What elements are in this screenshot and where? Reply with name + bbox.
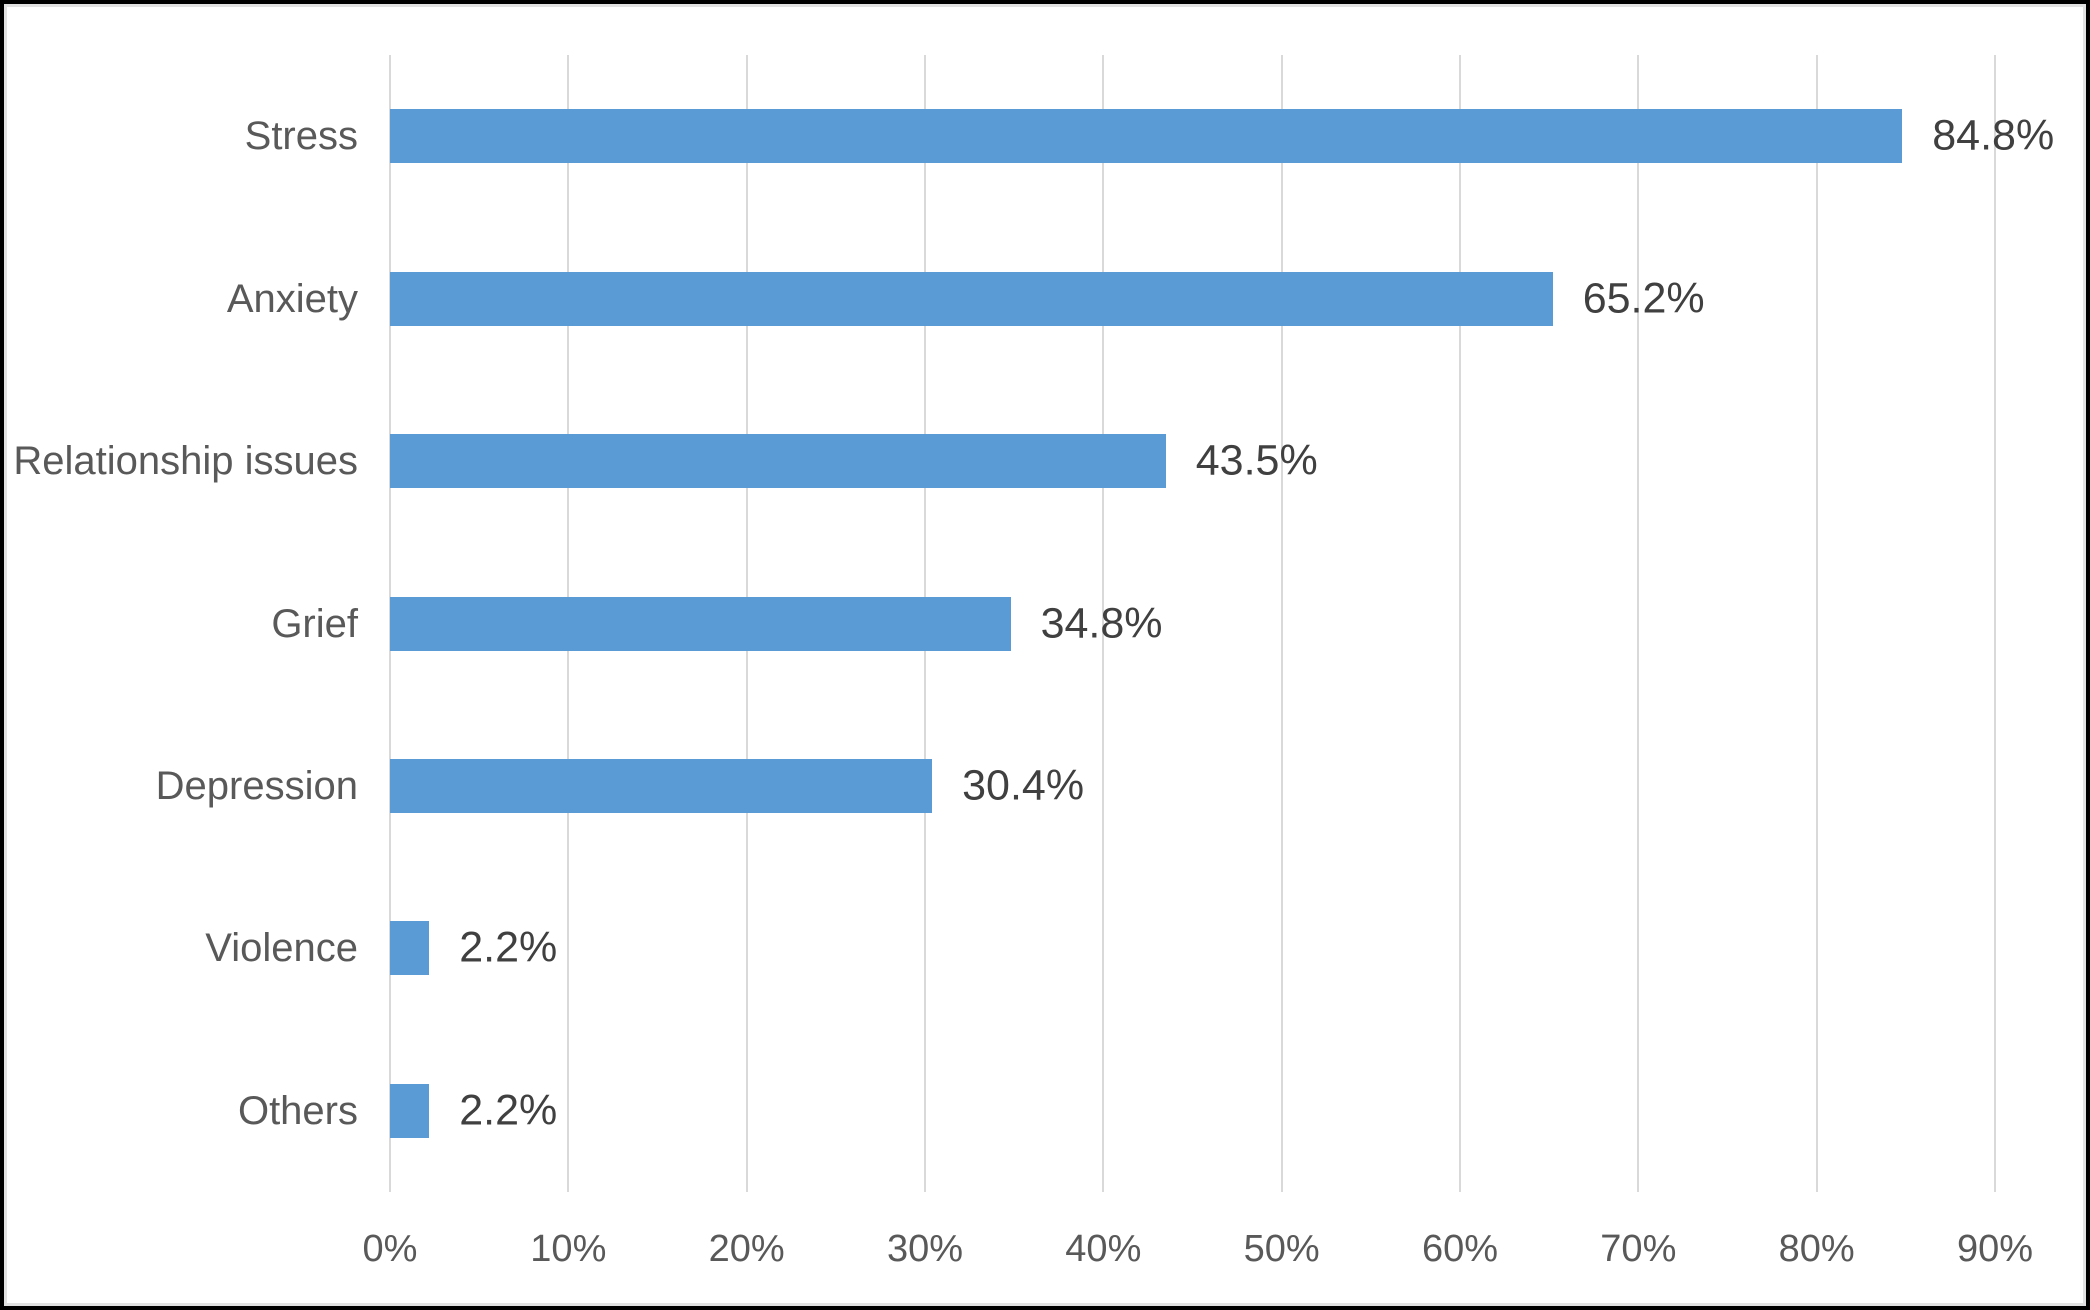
x-tick-label: 70% xyxy=(1600,1228,1677,1270)
category-label: Grief xyxy=(271,601,358,646)
x-tick-label: 30% xyxy=(886,1228,964,1270)
x-tick-label: 80% xyxy=(1778,1228,1855,1270)
bar-value-label: 43.5% xyxy=(1195,436,1318,485)
bar-value-label: 30.4% xyxy=(962,761,1085,810)
category-label: Depression xyxy=(155,763,358,808)
x-tick-label: 40% xyxy=(1065,1228,1142,1270)
gridline xyxy=(1280,55,1283,1192)
category-label: Anxiety xyxy=(226,276,358,321)
gridline xyxy=(1815,55,1818,1192)
gridline xyxy=(1994,55,1996,1192)
bar xyxy=(390,271,1553,326)
gridline xyxy=(1102,55,1105,1192)
category-label: Violence xyxy=(205,926,358,971)
gridline xyxy=(1459,55,1461,1192)
bar xyxy=(390,434,1166,489)
x-tick-label: 60% xyxy=(1421,1228,1499,1270)
bar-value-label: 84.8% xyxy=(1932,111,2055,160)
x-tick-label: 90% xyxy=(1956,1228,2034,1270)
category-label: Relationship issues xyxy=(13,439,358,484)
category-label: Stress xyxy=(244,114,358,159)
bar xyxy=(390,596,1011,651)
x-tick-label: 0% xyxy=(362,1228,418,1270)
bar xyxy=(390,109,1903,164)
bar-value-label: 2.2% xyxy=(459,1086,558,1135)
gridline xyxy=(1637,55,1640,1192)
plot-area: 84.8% 65.2% 43.5% 34.8% 30.4% 2.2% 2.2% xyxy=(389,55,2054,1192)
bar xyxy=(390,1083,430,1138)
bar xyxy=(390,758,933,813)
x-tick-label: 50% xyxy=(1243,1228,1320,1270)
category-label: Others xyxy=(237,1088,358,1133)
bar-value-label: 65.2% xyxy=(1582,274,1705,323)
x-tick-label: 10% xyxy=(530,1228,607,1270)
x-tick-label: 20% xyxy=(708,1228,785,1270)
bar xyxy=(390,921,430,976)
bar-value-label: 2.2% xyxy=(459,923,558,972)
bar-value-label: 34.8% xyxy=(1040,599,1163,647)
